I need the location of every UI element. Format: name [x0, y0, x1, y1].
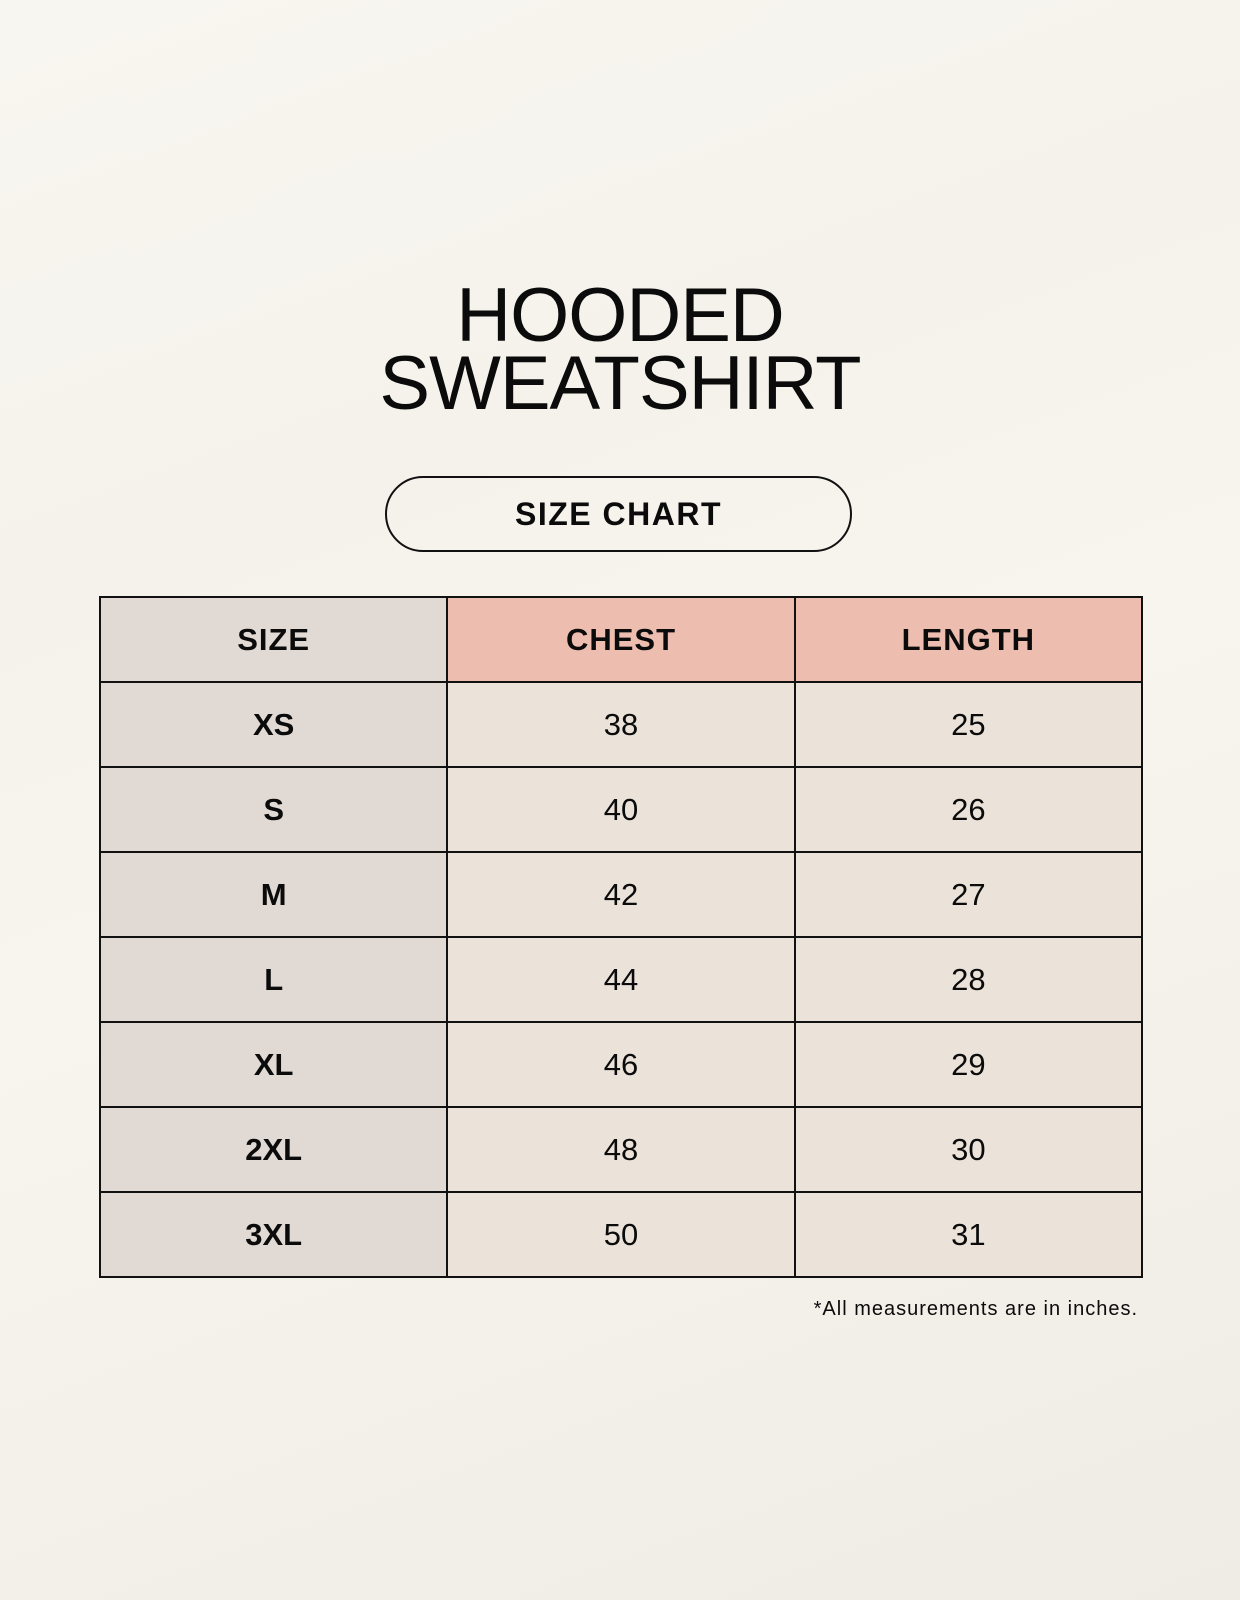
cell-chest: 46 — [446, 1021, 796, 1108]
cell-size: S — [98, 766, 449, 853]
cell-chest: 48 — [446, 1106, 796, 1193]
cell-chest: 44 — [446, 936, 796, 1023]
cell-chest: 38 — [446, 681, 796, 768]
cell-size: M — [98, 851, 449, 938]
cell-size: XL — [98, 1021, 449, 1108]
cell-length: 31 — [793, 1191, 1144, 1278]
cell-size: L — [98, 936, 449, 1023]
header-size: SIZE — [98, 596, 449, 683]
cell-length: 26 — [793, 766, 1144, 853]
cell-size: 2XL — [98, 1106, 449, 1193]
cell-chest: 50 — [446, 1191, 796, 1278]
header-chest: CHEST — [446, 596, 796, 683]
cell-size: 3XL — [98, 1191, 449, 1278]
table-row: M 42 27 — [98, 851, 1144, 938]
title-line-2: SWEATSHIRT — [379, 341, 861, 426]
cell-length: 27 — [793, 851, 1144, 938]
cell-length: 30 — [793, 1106, 1144, 1193]
page-title: HOODED SWEATSHIRT — [0, 273, 1240, 426]
table-row: S 40 26 — [98, 766, 1144, 853]
cell-size: XS — [98, 681, 449, 768]
table-row: XL 46 29 — [98, 1021, 1144, 1108]
title-line-1: HOODED — [456, 273, 785, 358]
cell-chest: 40 — [446, 766, 796, 853]
header-length: LENGTH — [793, 596, 1144, 683]
table-header-row: SIZE CHEST LENGTH — [98, 596, 1144, 683]
cell-chest: 42 — [446, 851, 796, 938]
cell-length: 25 — [793, 681, 1144, 768]
cell-length: 28 — [793, 936, 1144, 1023]
size-chart-badge: SIZE CHART — [385, 476, 852, 552]
size-table: SIZE CHEST LENGTH XS 38 25 S 40 26 M 42 27 L 44 28 X… — [98, 596, 1144, 1278]
table-row: L 44 28 — [98, 936, 1144, 1023]
cell-length: 29 — [793, 1021, 1144, 1108]
table-row: 3XL 50 31 — [98, 1191, 1144, 1278]
table-row: 2XL 48 30 — [98, 1106, 1144, 1193]
table-row: XS 38 25 — [98, 681, 1144, 768]
footnote: *All measurements are in inches. — [813, 1298, 1138, 1320]
